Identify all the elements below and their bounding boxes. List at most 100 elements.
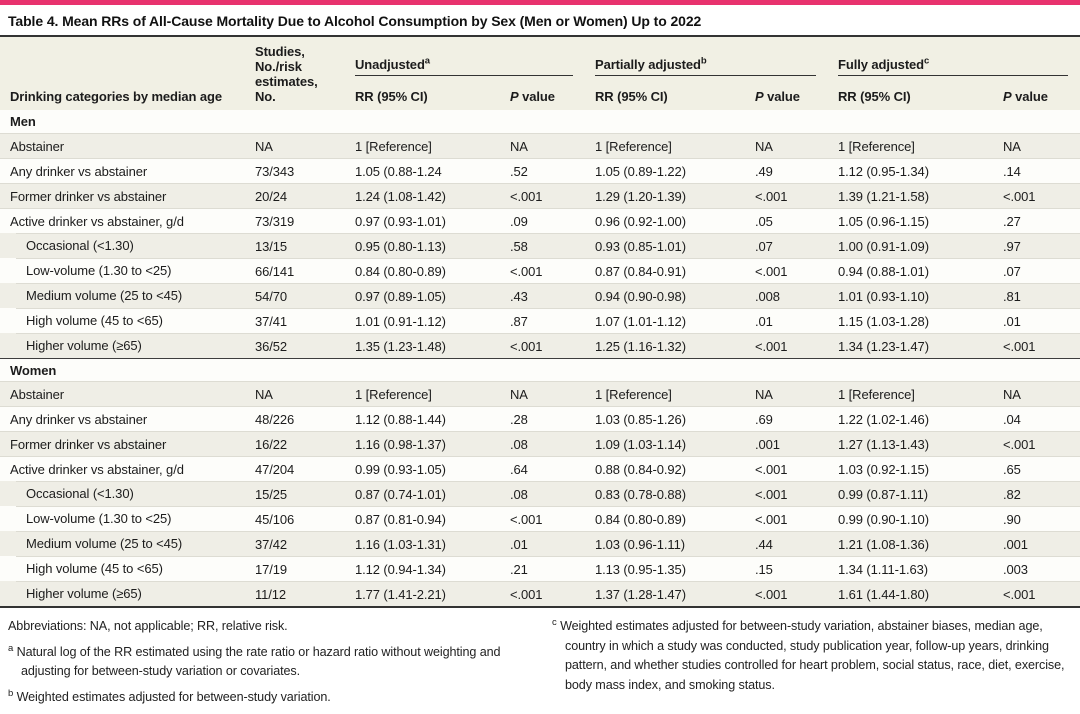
section-header-row: Men [0,110,1080,133]
cell-pa_rr: 1.03 (0.85-1.26) [585,406,746,431]
cell-studies: 47/204 [245,456,345,481]
cell-pa_p: <.001 [745,333,829,358]
cell-fa_rr: 1.03 (0.92-1.15) [828,456,994,481]
cell-pa_rr: 1 [Reference] [585,133,746,158]
cell-category: High volume (45 to <65) [0,556,245,581]
cell-pa_p: .69 [745,406,829,431]
table-row: Low-volume (1.30 to <25) 66/141 0.84 (0.80… [0,258,1080,283]
cell-fa_p: .82 [993,481,1080,506]
cell-category: Higher volume (≥65) [0,581,245,606]
cell-pa_rr: 1.03 (0.96-1.11) [585,531,746,556]
cell-pa_p: NA [745,133,829,158]
cell-studies: 37/41 [245,308,345,333]
cell-u_p: .28 [500,406,586,431]
cell-studies: 11/12 [245,581,345,606]
cell-u_rr: 1.35 (1.23-1.48) [345,333,500,358]
cell-pa_rr: 1.29 (1.20-1.39) [585,183,746,208]
cell-fa_rr: 1.21 (1.08-1.36) [828,531,994,556]
cell-pa_p: .008 [745,283,829,308]
cell-u_rr: 1 [Reference] [345,133,500,158]
cell-u_rr: 1.24 (1.08-1.42) [345,183,500,208]
cell-category: Low-volume (1.30 to <25) [0,506,245,531]
cell-u_rr: 0.97 (0.93-1.01) [345,208,500,233]
cell-pa_p: .07 [745,233,829,258]
cell-u_rr: 1.05 (0.88-1.24 [345,158,500,183]
cell-fa_p: .001 [993,531,1080,556]
header-studies: Studies, No./risk estimates, No. [245,37,345,110]
accent-bar [0,0,1080,5]
cell-u_rr: 0.95 (0.80-1.13) [345,233,500,258]
cell-fa_rr: 1.61 (1.44-1.80) [828,581,994,606]
cell-u_p: .43 [500,283,586,308]
cell-fa_rr: 1.34 (1.11-1.63) [828,556,994,581]
cell-u_p: .09 [500,208,586,233]
header-group-partially-adjusted: Partially adjustedb [585,37,829,76]
cell-fa_p: .003 [993,556,1080,581]
cell-fa_rr: 1.00 (0.91-1.09) [828,233,994,258]
cell-fa_p: .97 [993,233,1080,258]
cell-studies: 17/19 [245,556,345,581]
cell-category: Medium volume (25 to <45) [0,283,245,308]
table-row: Medium volume (25 to <45) 54/70 0.97 (0.89… [0,283,1080,308]
cell-studies: 13/15 [245,233,345,258]
cell-studies: 16/22 [245,431,345,456]
header-group-fully-adjusted: Fully adjustedc [828,37,1080,76]
cell-pa_rr: 1.09 (1.03-1.14) [585,431,746,456]
table-row: Medium volume (25 to <45) 37/42 1.16 (1.03… [0,531,1080,556]
cell-pa_rr: 1.37 (1.28-1.47) [585,581,746,606]
cell-studies: 54/70 [245,283,345,308]
cell-fa_p: NA [993,133,1080,158]
cell-studies: 20/24 [245,183,345,208]
cell-category: Low-volume (1.30 to <25) [0,258,245,283]
footnote-marker-b: b [700,55,707,67]
header-rr-fully: RR (95% CI) [828,75,994,110]
header-group-unadjusted: Unadjusteda [345,37,586,76]
cell-pa_p: <.001 [745,581,829,606]
footnote-a: a Natural log of the RR estimated using … [8,642,501,679]
cell-u_rr: 1 [Reference] [345,381,500,406]
cell-studies: 73/319 [245,208,345,233]
table-row: Higher volume (≥65) 11/12 1.77 (1.41-2.21)… [0,581,1080,606]
cell-u_p: <.001 [500,258,586,283]
cell-fa_rr: 1.12 (0.95-1.34) [828,158,994,183]
results-table: Drinking categories by median age Studie… [0,37,1080,608]
cell-pa_rr: 0.93 (0.85-1.01) [585,233,746,258]
cell-u_rr: 1.01 (0.91-1.12) [345,308,500,333]
cell-category: Any drinker vs abstainer [0,158,245,183]
cell-u_rr: 1.12 (0.88-1.44) [345,406,500,431]
section-label: Men [0,110,1080,133]
cell-pa_p: <.001 [745,481,829,506]
cell-u_rr: 1.77 (1.41-2.21) [345,581,500,606]
cell-u_rr: 1.12 (0.94-1.34) [345,556,500,581]
cell-pa_p: .001 [745,431,829,456]
cell-fa_rr: 1.15 (1.03-1.28) [828,308,994,333]
table-row: Occasional (<1.30) 13/15 0.95 (0.80-1.13).… [0,233,1080,258]
footnote-marker-c: c [924,55,930,67]
cell-fa_rr: 1.27 (1.13-1.43) [828,431,994,456]
cell-u_p: .21 [500,556,586,581]
footnote-marker-a: a [424,55,430,67]
footnote-b-marker: b [8,687,14,699]
cell-fa_p: .90 [993,506,1080,531]
cell-pa_p: <.001 [745,506,829,531]
cell-studies: 48/226 [245,406,345,431]
cell-u_rr: 0.87 (0.74-1.01) [345,481,500,506]
cell-fa_p: .65 [993,456,1080,481]
table-row: Low-volume (1.30 to <25) 45/106 0.87 (0.81… [0,506,1080,531]
cell-pa_p: .44 [745,531,829,556]
header-rr-partially: RR (95% CI) [585,75,746,110]
table-row: Abstainer NA 1 [Reference] NA 1 [Reference] N… [0,133,1080,158]
cell-u_p: <.001 [500,183,586,208]
footnotes-right-column: c Weighted estimates adjusted for betwee… [552,617,1072,714]
table-row: Former drinker vs abstainer 20/24 1.24 (1.… [0,183,1080,208]
cell-category: Higher volume (≥65) [0,333,245,358]
cell-u_rr: 0.97 (0.89-1.05) [345,283,500,308]
cell-category: Abstainer [0,381,245,406]
cell-pa_rr: 0.87 (0.84-0.91) [585,258,746,283]
cell-u_p: .01 [500,531,586,556]
table-header: Drinking categories by median age Studie… [0,37,1080,110]
header-p-fully: P value [993,75,1080,110]
cell-category: Abstainer [0,133,245,158]
cell-fa_rr: 1.05 (0.96-1.15) [828,208,994,233]
table-row: Active drinker vs abstainer, g/d 47/204 0.… [0,456,1080,481]
